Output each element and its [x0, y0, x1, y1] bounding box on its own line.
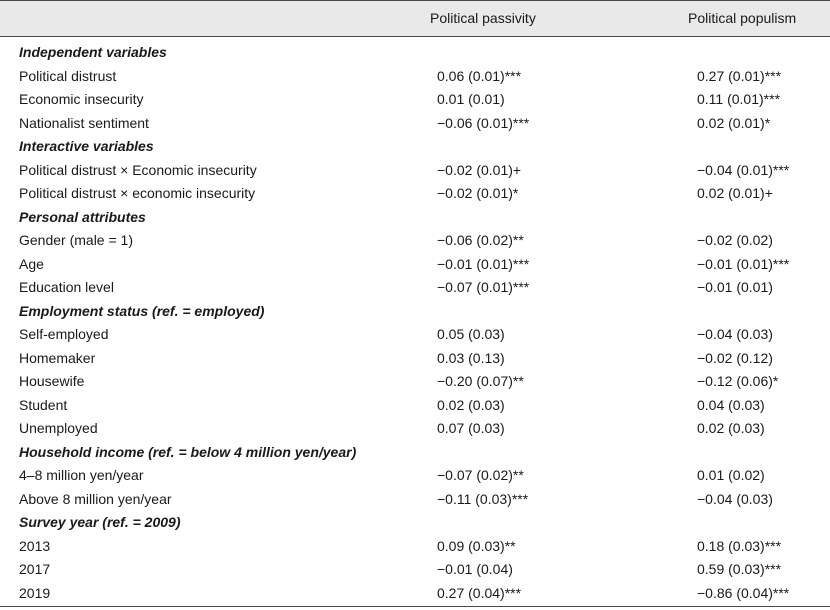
- variable-label: 2019: [19, 584, 51, 601]
- top-rule: [0, 0, 830, 1]
- variable-label: Political distrust × economic insecurity: [19, 185, 256, 201]
- cell-political-populism: −0.02 (0.12): [697, 349, 773, 366]
- cell-political-populism: −0.02 (0.02): [697, 232, 773, 248]
- cell-political-passivity: 0.06 (0.01)***: [437, 67, 522, 84]
- section-label: Household income (ref. = below 4 million…: [19, 443, 357, 460]
- section-label: Independent variables: [19, 44, 167, 60]
- cell-political-populism: 0.59 (0.03)***: [697, 561, 782, 577]
- section-header-row: Household income (ref. = below 4 million…: [0, 441, 830, 464]
- bottom-rule: [0, 606, 830, 607]
- cell-political-passivity: 0.01 (0.01): [437, 91, 505, 107]
- table-row: Age −0.01 (0.01)*** −0.01 (0.01)***: [0, 253, 830, 276]
- cell-political-populism: −0.12 (0.06)*: [697, 373, 779, 389]
- cell-political-passivity: −0.20 (0.07)**: [437, 373, 524, 389]
- cell-political-passivity: −0.02 (0.01)*: [437, 185, 519, 201]
- cell-political-populism: 0.27 (0.01)***: [697, 67, 782, 84]
- variable-label: Political distrust × Economic insecurity: [19, 161, 257, 178]
- section-header-row: Employment status (ref. = employed): [0, 300, 830, 323]
- table-row: Unemployed 0.07 (0.03) 0.02 (0.03): [0, 417, 830, 440]
- cell-political-passivity: 0.09 (0.03)**: [437, 537, 516, 554]
- table-row: Self-employed 0.05 (0.03) −0.04 (0.03): [0, 323, 830, 346]
- cell-political-populism: 0.02 (0.01)+: [697, 185, 773, 201]
- section-header-row: Personal attributes: [0, 206, 830, 229]
- table-row: Housewife −0.20 (0.07)** −0.12 (0.06)*: [0, 370, 830, 393]
- cell-political-populism: 0.04 (0.03): [697, 396, 765, 413]
- column-header-political-populism: Political populism: [688, 10, 797, 26]
- cell-political-populism: −0.04 (0.03): [697, 326, 773, 342]
- table-row: Student 0.02 (0.03) 0.04 (0.03): [0, 394, 830, 417]
- cell-political-passivity: −0.02 (0.01)+: [437, 161, 522, 178]
- cell-political-passivity: 0.03 (0.13): [437, 349, 505, 366]
- cell-political-passivity: 0.27 (0.04)***: [437, 584, 522, 601]
- cell-political-passivity: −0.01 (0.01)***: [437, 255, 530, 272]
- cell-political-populism: −0.01 (0.01): [697, 279, 773, 295]
- variable-label: Homemaker: [19, 349, 96, 366]
- cell-political-populism: 0.01 (0.02): [697, 467, 765, 483]
- variable-label: 2017: [19, 561, 51, 577]
- cell-political-passivity: −0.11 (0.03)***: [437, 490, 529, 507]
- section-header-row: Survey year (ref. = 2009): [0, 511, 830, 534]
- variable-label: Economic insecurity: [19, 91, 144, 107]
- table-row: Political distrust × Economic insecurity…: [0, 159, 830, 182]
- variable-label: Above 8 million yen/year: [19, 490, 172, 507]
- cell-political-passivity: −0.07 (0.01)***: [437, 279, 530, 295]
- table-row: Above 8 million yen/year −0.11 (0.03)*** −…: [0, 488, 830, 511]
- cell-political-populism: −0.04 (0.01)***: [697, 161, 790, 178]
- variable-label: 2013: [19, 537, 51, 554]
- table-row: Gender (male = 1) −0.06 (0.02)** −0.02 (0.…: [0, 229, 830, 252]
- cell-political-populism: −0.04 (0.03): [697, 490, 773, 507]
- variable-label: Unemployed: [19, 420, 98, 436]
- table-row: Nationalist sentiment −0.06 (0.01)*** 0.02…: [0, 112, 830, 135]
- table-row: 2017 −0.01 (0.04) 0.59 (0.03)***: [0, 558, 830, 581]
- cell-political-populism: 0.02 (0.01)*: [697, 114, 771, 131]
- table-row: 2019 0.27 (0.04)*** −0.86 (0.04)***: [0, 582, 830, 605]
- table-row: Homemaker 0.03 (0.13) −0.02 (0.12): [0, 347, 830, 370]
- table-row: 4–8 million yen/year −0.07 (0.02)** 0.01 (…: [0, 464, 830, 487]
- cell-political-populism: −0.01 (0.01)***: [697, 255, 790, 272]
- variable-label: Education level: [19, 279, 114, 295]
- table-row: Economic insecurity 0.01 (0.01) 0.11 (0.01…: [0, 88, 830, 111]
- variable-label: Political distrust: [19, 67, 117, 84]
- section-label: Interactive variables: [19, 138, 154, 154]
- table-row: 2013 0.09 (0.03)** 0.18 (0.03)***: [0, 535, 830, 558]
- variable-label: Student: [19, 396, 68, 413]
- section-header-row: Interactive variables: [0, 135, 830, 158]
- variable-label: Gender (male = 1): [19, 232, 133, 248]
- table-row: Political distrust 0.06 (0.01)*** 0.27 (0.…: [0, 65, 830, 88]
- cell-political-populism: 0.11 (0.01)***: [697, 91, 781, 107]
- cell-political-passivity: −0.06 (0.01)***: [437, 114, 530, 131]
- variable-label: Housewife: [19, 373, 85, 389]
- variable-label: 4–8 million yen/year: [19, 467, 144, 483]
- cell-political-passivity: −0.01 (0.04): [437, 561, 513, 577]
- column-header-political-passivity: Political passivity: [430, 10, 536, 26]
- cell-political-populism: 0.18 (0.03)***: [697, 537, 782, 554]
- table-header: [0, 0, 830, 36]
- table-row: Education level −0.07 (0.01)*** −0.01 (0.0…: [0, 276, 830, 299]
- table-row: Political distrust × economic insecurity…: [0, 182, 830, 205]
- variable-label: Age: [19, 255, 44, 272]
- section-header-row: Independent variables: [0, 41, 830, 64]
- variable-label: Nationalist sentiment: [19, 114, 149, 131]
- cell-political-passivity: 0.05 (0.03): [437, 326, 505, 342]
- header-rule: [0, 36, 830, 37]
- section-label: Employment status (ref. = employed): [19, 302, 265, 319]
- cell-political-passivity: 0.07 (0.03): [437, 420, 505, 436]
- cell-political-passivity: 0.02 (0.03): [437, 396, 505, 413]
- section-label: Survey year (ref. = 2009): [19, 514, 181, 530]
- cell-political-populism: 0.02 (0.03): [697, 420, 765, 436]
- section-label: Personal attributes: [19, 208, 146, 225]
- cell-political-passivity: −0.07 (0.02)**: [437, 467, 524, 483]
- cell-political-passivity: −0.06 (0.02)**: [437, 232, 524, 248]
- variable-label: Self-employed: [19, 326, 109, 342]
- cell-political-populism: −0.86 (0.04)***: [697, 584, 790, 601]
